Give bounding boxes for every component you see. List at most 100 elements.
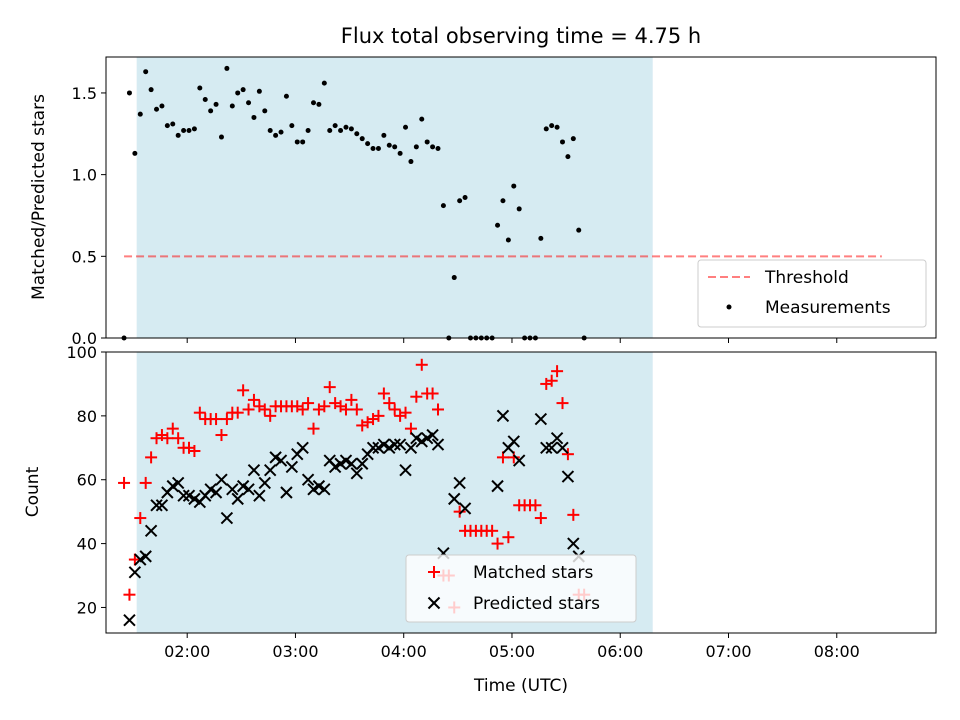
predicted-star-point xyxy=(139,550,152,563)
measurement-point xyxy=(289,123,295,129)
legend-predicted-swatch xyxy=(427,596,441,610)
measurement-point xyxy=(500,198,506,204)
matched-star-point xyxy=(134,512,147,525)
measurement-point xyxy=(311,100,316,106)
legend-predicted-label: Predicted stars xyxy=(473,594,600,614)
predicted-star-point xyxy=(209,486,223,499)
cross-b xyxy=(540,441,553,455)
measurement-point xyxy=(403,124,409,130)
matched-star-point xyxy=(556,397,569,410)
legend-matched-label: Matched stars xyxy=(473,563,593,583)
y-tick-label: 1.5 xyxy=(72,84,97,103)
cross-b xyxy=(561,470,575,483)
measurement-point xyxy=(430,144,436,150)
cross-b xyxy=(377,438,391,451)
cross-b xyxy=(247,463,261,477)
x-tick-label: 02:00 xyxy=(164,642,210,661)
ratio-y-axis-label: Matched/Predicted stars xyxy=(29,94,49,300)
matched-star-point xyxy=(453,505,466,518)
legend-matched-swatch xyxy=(428,566,440,578)
matched-star-point xyxy=(426,387,439,400)
matched-star-point xyxy=(231,406,244,419)
matched-star-point xyxy=(307,422,320,435)
cross-b xyxy=(512,454,526,467)
matched-star-point xyxy=(415,358,428,371)
cross-b xyxy=(404,441,418,455)
measurement-point xyxy=(294,139,300,145)
matched-star-point xyxy=(215,429,228,442)
predicted-star-point xyxy=(545,441,558,455)
y-tick-label: 0.5 xyxy=(72,247,97,266)
predicted-star-point xyxy=(356,457,369,470)
cross-b xyxy=(453,476,466,490)
ratio-y-ticks: 0.0 0.5 1.0 1.5 xyxy=(72,84,106,348)
cross-b xyxy=(545,441,558,455)
predicted-star-point xyxy=(263,463,277,477)
matched-star-point xyxy=(323,381,336,394)
measurement-point xyxy=(251,114,257,120)
measurement-point xyxy=(218,134,224,140)
measurement-point xyxy=(262,108,268,114)
legend-threshold-label: Threshold xyxy=(764,268,849,288)
measurement-point xyxy=(300,139,306,145)
ratio-legend-box xyxy=(697,259,927,328)
measurement-point xyxy=(419,116,425,122)
count-legend-box xyxy=(405,554,637,623)
measurement-point xyxy=(381,132,387,138)
y-tick-label: 0.0 xyxy=(72,329,97,348)
matched-star-point xyxy=(139,476,152,489)
cross-b xyxy=(215,473,228,486)
predicted-star-point xyxy=(431,438,445,451)
count-x-ticks: 02:00 03:00 04:00 05:00 06:00 07:00 08:00 xyxy=(164,633,860,661)
matched-star-point xyxy=(161,432,174,445)
measurement-point xyxy=(327,128,333,134)
cross-b xyxy=(366,441,380,455)
cross-b xyxy=(426,428,439,442)
predicted-star-point xyxy=(399,463,412,477)
predicted-star-point xyxy=(567,537,580,550)
legend-cross-mark xyxy=(427,596,441,610)
cross-b xyxy=(339,454,353,467)
predicted-star-point xyxy=(247,463,261,477)
measurement-point xyxy=(538,235,544,241)
measurement-point xyxy=(316,101,322,107)
cross-b xyxy=(534,412,548,426)
y-tick-label: 100 xyxy=(66,343,97,362)
measurement-point xyxy=(256,88,262,94)
predicted-star-point xyxy=(496,409,510,423)
cross-b xyxy=(393,438,407,451)
x-tick-label: 06:00 xyxy=(597,642,643,661)
cross-b xyxy=(236,479,250,493)
x-tick-label: 05:00 xyxy=(489,642,535,661)
matched-star-point xyxy=(377,387,390,400)
matched-star-point xyxy=(486,524,499,537)
matched-star-point xyxy=(345,393,358,406)
cross-b xyxy=(150,499,163,512)
measurement-point xyxy=(213,101,219,107)
measurement-point xyxy=(343,124,349,130)
cross-b xyxy=(399,463,412,477)
cross-b xyxy=(226,483,239,496)
predicted-star-point xyxy=(123,614,136,627)
observing-span-rect xyxy=(136,57,653,338)
cross-b xyxy=(220,511,234,525)
predicted-star-point xyxy=(226,483,239,496)
measurement-point xyxy=(208,108,214,114)
measurement-point xyxy=(159,103,165,109)
count-panel: 20 40 60 80 100 02:00 03:00 04:00 05:00 06:00 07:… xyxy=(23,343,937,696)
predicted-star-point xyxy=(448,492,461,506)
measurement-point xyxy=(354,131,360,137)
predicted-star-point xyxy=(561,470,575,483)
cross-b xyxy=(209,486,223,499)
matched-star-point xyxy=(193,406,206,419)
predicted-star-point xyxy=(280,486,293,499)
measurement-point xyxy=(505,237,511,243)
measurement-point xyxy=(511,183,517,189)
cross-b xyxy=(458,502,472,515)
measurement-point xyxy=(186,128,192,134)
matched-star-point xyxy=(123,588,136,601)
predicted-star-point xyxy=(534,412,548,426)
cross-b xyxy=(350,467,364,480)
predicted-stars-points xyxy=(123,409,585,627)
matched-star-point xyxy=(350,403,363,416)
